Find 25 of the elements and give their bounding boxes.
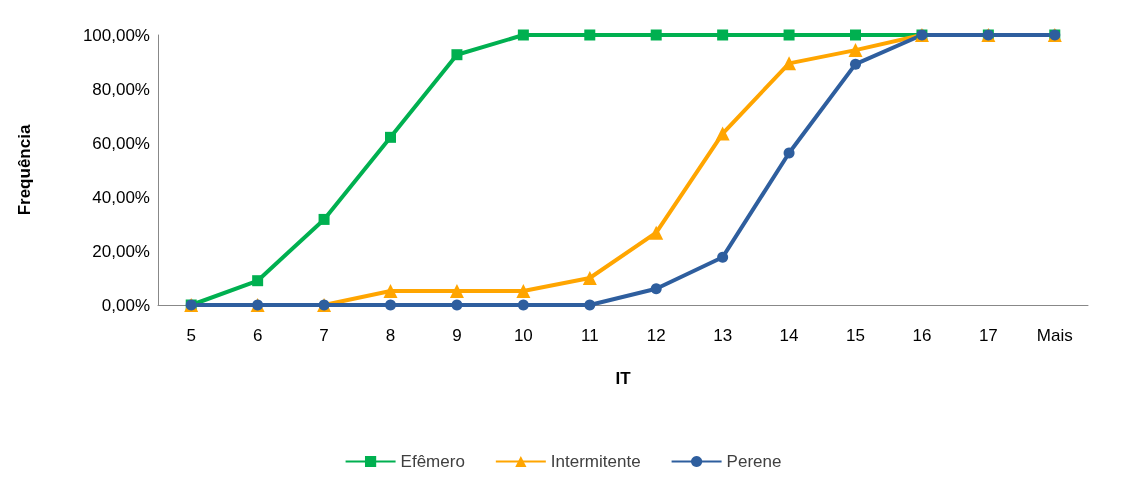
legend-label: Efêmero [400,452,465,471]
x-tick-label: 17 [978,326,998,345]
legend-label: Intermitente [550,452,641,471]
x-tick-label: 8 [385,326,396,345]
x-axis-title: IT [615,369,632,388]
x-tick-label: 11 [580,326,599,345]
x-tick-label: 6 [252,326,263,345]
y-tick-label: 20,00% [92,241,150,261]
y-tick-label: 40,00% [92,187,150,207]
x-tick-label: Mais [1036,326,1073,345]
y-tick-label: 0,00% [101,295,150,315]
x-tick-label: 9 [452,326,462,345]
x-tick-label: 13 [713,326,733,345]
x-tick-label: 7 [319,326,329,345]
x-tick-label: 16 [912,326,932,345]
y-tick-label: 60,00% [92,133,150,153]
x-tick-label: 15 [846,326,865,345]
legend-label: Perene [726,452,782,471]
y-tick-label: 80,00% [92,79,150,99]
x-tick-label: 5 [186,326,196,345]
x-tick-label: 10 [513,326,533,345]
y-axis-title: Frequência [15,124,34,216]
x-tick-label: 12 [646,326,666,345]
x-tick-label: 14 [779,326,799,345]
y-tick-label: 100,00% [82,25,150,45]
